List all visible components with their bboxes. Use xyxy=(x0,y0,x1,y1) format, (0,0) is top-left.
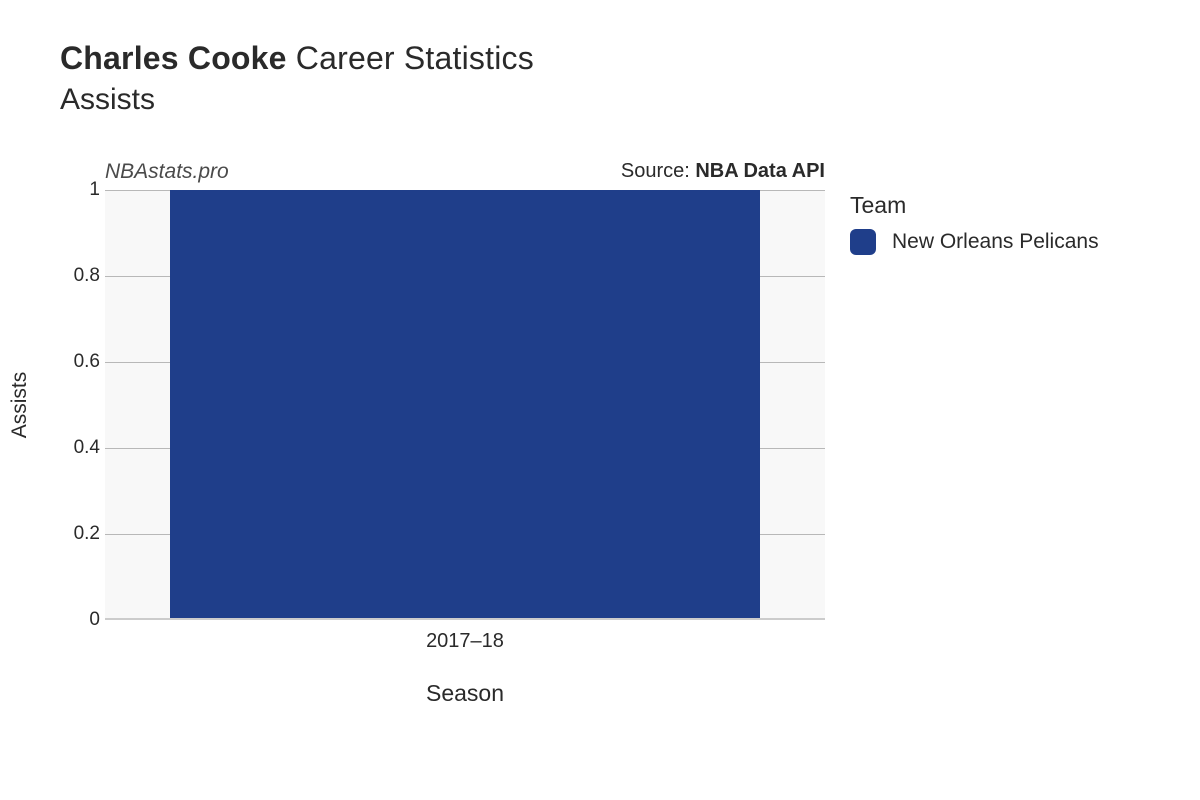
title-block: Charles Cooke Career Statistics Assists xyxy=(60,40,534,117)
chart-container: Charles Cooke Career Statistics Assists … xyxy=(0,0,1200,800)
y-tick-label: 0 xyxy=(40,609,100,631)
chart-title: Charles Cooke Career Statistics xyxy=(60,40,534,77)
x-tick-label: 2017–18 xyxy=(426,630,504,653)
y-tick-label: 0.2 xyxy=(40,523,100,545)
plot-area xyxy=(105,190,825,620)
y-axis-ticks: 00.20.40.60.81 xyxy=(40,190,100,620)
y-tick-label: 0.4 xyxy=(40,437,100,459)
x-axis-baseline xyxy=(105,618,825,620)
chart-subtitle: Assists xyxy=(60,83,534,117)
legend-item: New Orleans Pelicans xyxy=(850,229,1170,255)
y-tick-label: 0.8 xyxy=(40,265,100,287)
y-axis-label: Assists xyxy=(8,372,32,439)
x-axis-label: Season xyxy=(426,680,504,707)
player-name: Charles Cooke xyxy=(60,40,287,76)
legend-swatch xyxy=(850,229,876,255)
y-tick-label: 0.6 xyxy=(40,351,100,373)
legend-label: New Orleans Pelicans xyxy=(892,230,1099,254)
legend-items: New Orleans Pelicans xyxy=(850,229,1170,255)
watermark-text: NBAstats.pro xyxy=(105,160,229,184)
title-suffix: Career Statistics xyxy=(296,40,534,76)
bar xyxy=(170,190,760,618)
legend-title: Team xyxy=(850,192,1170,219)
x-axis-ticks: 2017–18 xyxy=(105,630,825,660)
source-attribution: Source: NBA Data API xyxy=(621,160,825,183)
source-name: NBA Data API xyxy=(695,160,825,182)
source-prefix: Source: xyxy=(621,160,695,182)
y-tick-label: 1 xyxy=(40,179,100,201)
legend: Team New Orleans Pelicans xyxy=(850,192,1170,255)
